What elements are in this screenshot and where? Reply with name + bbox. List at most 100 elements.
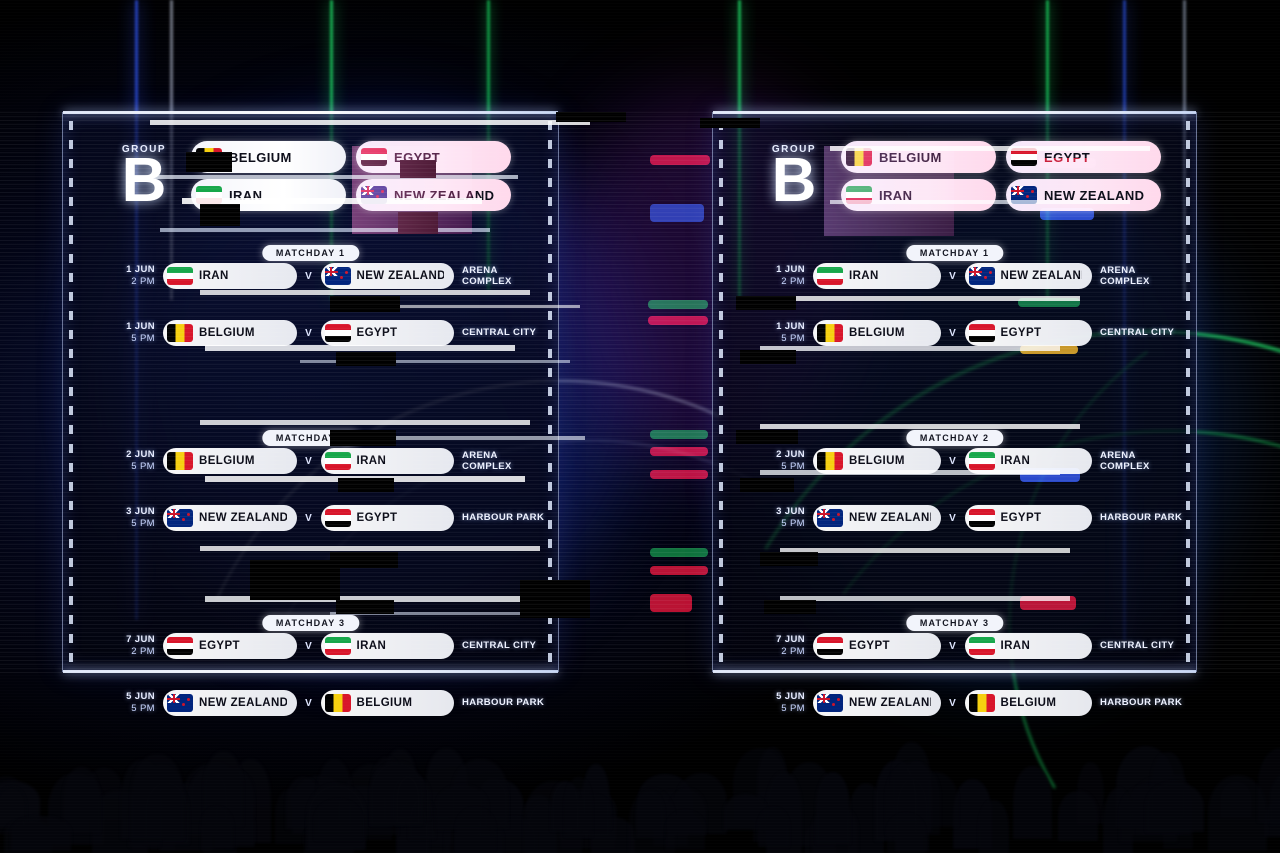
- glitch-scanline: [0, 444, 1280, 445]
- glitch-scanline: [0, 208, 1280, 209]
- home-team[interactable]: NEW ZEALAND: [813, 690, 941, 716]
- group-letter: B: [771, 146, 817, 216]
- glitch-scanline: [0, 128, 1280, 129]
- team-name: EGYPT: [1000, 327, 1042, 339]
- home-team[interactable]: NEW ZEALAND: [163, 505, 297, 531]
- glitch-scanline: [0, 432, 1280, 433]
- board-top-edge: [713, 111, 1196, 114]
- away-team[interactable]: NEW ZEALAND: [320, 263, 454, 289]
- match-date: 1 JUN: [126, 321, 155, 333]
- glitch-scanline: [0, 584, 1280, 585]
- crowd-head: [1258, 748, 1280, 822]
- match-row[interactable]: 1 JUN 2 PM IRAN V NEW ZEALAND ARENA COMPL…: [73, 263, 548, 289]
- glitch-scanline: [0, 252, 1280, 253]
- iran-flag: [968, 452, 995, 470]
- iran-flag: [324, 452, 351, 470]
- crowd-head: [666, 811, 705, 850]
- match-row[interactable]: 2 JUN 5 PM BELGIUM V IRAN ARENA COMPLEX: [73, 448, 548, 474]
- glitch-scanline: [0, 176, 1280, 177]
- match-time: 5 PM: [781, 461, 805, 472]
- match-row[interactable]: 3 JUN 5 PM NEW ZEALAND V EGYPT HARBOUR PA…: [73, 505, 548, 531]
- glitch-scanline: [0, 352, 1280, 353]
- new-zealand-flag: [167, 509, 193, 527]
- glitch-scanline: [0, 336, 1280, 337]
- team-name: NEW ZEALAND: [1044, 187, 1145, 203]
- away-team[interactable]: EGYPT: [964, 320, 1092, 346]
- match-kickoff: 5 JUN 5 PM: [73, 691, 155, 715]
- match-row[interactable]: 7 JUN 2 PM EGYPT V IRAN CENTRAL CITY: [73, 633, 548, 659]
- away-team[interactable]: BELGIUM: [964, 690, 1092, 716]
- match-fixture: NEW ZEALAND V BELGIUM: [163, 690, 454, 716]
- glitch-scanline: [0, 600, 1280, 601]
- match-time: 5 PM: [781, 703, 805, 714]
- team-name: BELGIUM: [849, 327, 905, 339]
- away-team[interactable]: EGYPT: [320, 505, 454, 531]
- match-date: 5 JUN: [126, 691, 155, 703]
- home-team[interactable]: IRAN: [813, 263, 941, 289]
- match-row[interactable]: 5 JUN 5 PM NEW ZEALAND V BELGIUM HARBOUR …: [73, 690, 548, 716]
- group-team-iran[interactable]: IRAN: [841, 179, 996, 211]
- match-date: 3 JUN: [776, 506, 805, 518]
- home-team[interactable]: IRAN: [163, 263, 297, 289]
- iran-flag: [324, 637, 351, 655]
- home-team[interactable]: BELGIUM: [163, 448, 297, 474]
- match-row[interactable]: 3 JUN 5 PM NEW ZEALAND V EGYPT HARBOUR PA…: [723, 505, 1186, 531]
- home-team[interactable]: NEW ZEALAND: [163, 690, 297, 716]
- glitch-scanline: [0, 172, 1280, 173]
- glitch-scanline: [0, 472, 1280, 473]
- glitch-scanline: [0, 440, 1280, 441]
- glitch-scanline: [0, 196, 1280, 197]
- match-kickoff: 2 JUN 5 PM: [723, 449, 805, 473]
- glitch-scanline: [0, 184, 1280, 185]
- glitch-scanline: [0, 404, 1280, 405]
- glitch-scanline: [0, 464, 1280, 465]
- glitch-scanline: [0, 372, 1280, 373]
- glitch-scanline: [0, 144, 1280, 145]
- match-row[interactable]: 1 JUN 5 PM BELGIUM V EGYPT CENTRAL CITY: [723, 320, 1186, 346]
- away-team[interactable]: IRAN: [320, 448, 454, 474]
- away-team[interactable]: IRAN: [964, 633, 1092, 659]
- group-badge: GROUP B: [115, 144, 173, 211]
- match-row[interactable]: 1 JUN 5 PM BELGIUM V EGYPT CENTRAL CITY: [73, 320, 548, 346]
- glitch-scanline: [0, 636, 1280, 637]
- match-fixture: BELGIUM V EGYPT: [163, 320, 454, 346]
- match-venue: CENTRAL CITY: [1100, 640, 1175, 652]
- glitch-scanline: [0, 268, 1280, 269]
- home-team[interactable]: NEW ZEALAND: [813, 505, 941, 531]
- match-row[interactable]: 5 JUN 5 PM NEW ZEALAND V BELGIUM HARBOUR …: [723, 690, 1186, 716]
- right-board[interactable]: GROUP B BELGIUM EGYPT IRAN NEW ZEALAND MATC…: [712, 111, 1197, 716]
- team-name: BELGIUM: [1000, 697, 1057, 709]
- glitch-scanline: [0, 300, 1280, 301]
- home-team[interactable]: BELGIUM: [813, 320, 941, 346]
- team-name: NEW ZEALAND: [356, 270, 445, 282]
- team-name: NEW ZEALAND: [849, 512, 931, 524]
- team-name: BELGIUM: [879, 149, 942, 165]
- team-name: IRAN: [199, 270, 229, 282]
- home-team[interactable]: BELGIUM: [163, 320, 297, 346]
- versus-separator: V: [305, 512, 312, 524]
- iran-flag: [167, 267, 193, 285]
- match-fixture: BELGIUM V EGYPT: [813, 320, 1092, 346]
- glitch-scanline: [0, 428, 1280, 429]
- away-team[interactable]: BELGIUM: [320, 690, 454, 716]
- dashed-guide-right: [548, 121, 552, 665]
- glitch-scanline: [0, 496, 1280, 497]
- home-team[interactable]: BELGIUM: [813, 448, 941, 474]
- away-team[interactable]: NEW ZEALAND: [964, 263, 1092, 289]
- away-team[interactable]: IRAN: [320, 633, 454, 659]
- match-row[interactable]: 7 JUN 2 PM EGYPT V IRAN CENTRAL CITY: [723, 633, 1186, 659]
- glitch-scanline: [0, 400, 1280, 401]
- match-date: 7 JUN: [126, 634, 155, 646]
- away-team[interactable]: EGYPT: [320, 320, 454, 346]
- glitch-scanline: [0, 628, 1280, 629]
- crowd-head: [979, 800, 1009, 853]
- match-row[interactable]: 1 JUN 2 PM IRAN V NEW ZEALAND ARENA COMPL…: [723, 263, 1186, 289]
- home-team[interactable]: EGYPT: [163, 633, 297, 659]
- match-date: 3 JUN: [126, 506, 155, 518]
- away-team[interactable]: EGYPT: [964, 505, 1092, 531]
- glitch-scanline: [0, 508, 1280, 509]
- home-team[interactable]: EGYPT: [813, 633, 941, 659]
- match-date: 2 JUN: [776, 449, 805, 461]
- group-team-new-zealand[interactable]: NEW ZEALAND: [1006, 179, 1161, 211]
- glitch-scanline: [0, 140, 1280, 141]
